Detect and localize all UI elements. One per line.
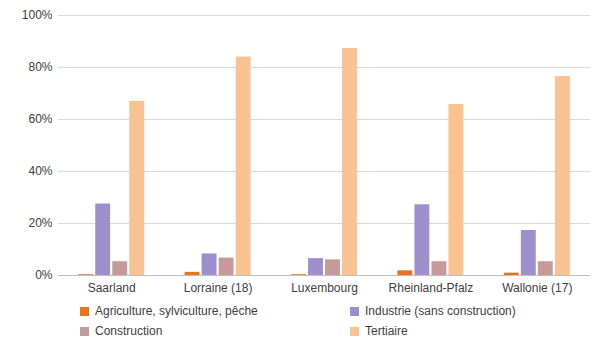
svg-text:Luxembourg: Luxembourg bbox=[291, 281, 358, 295]
svg-text:Rheinland-Pfalz: Rheinland-Pfalz bbox=[389, 281, 474, 295]
svg-text:40%: 40% bbox=[28, 164, 52, 178]
html-text:Tertiaire: Tertiaire bbox=[365, 324, 408, 338]
svg-text:100%: 100% bbox=[22, 8, 53, 22]
svg-text:20%: 20% bbox=[28, 216, 52, 230]
svg-text:0%: 0% bbox=[35, 268, 53, 282]
svg-text:Lorraine (18): Lorraine (18) bbox=[184, 281, 253, 295]
html-text:Industrie (sans construction): Industrie (sans construction) bbox=[365, 304, 516, 318]
html-text:Construction: Construction bbox=[95, 324, 163, 338]
html-text:Agriculture, sylviculture, pêc: Agriculture, sylviculture, pêche bbox=[95, 304, 258, 318]
svg-text:80%: 80% bbox=[28, 60, 52, 74]
svg-text:60%: 60% bbox=[28, 112, 52, 126]
svg-text:Saarland: Saarland bbox=[88, 281, 136, 295]
svg-text:Wallonie (17): Wallonie (17) bbox=[502, 281, 572, 295]
